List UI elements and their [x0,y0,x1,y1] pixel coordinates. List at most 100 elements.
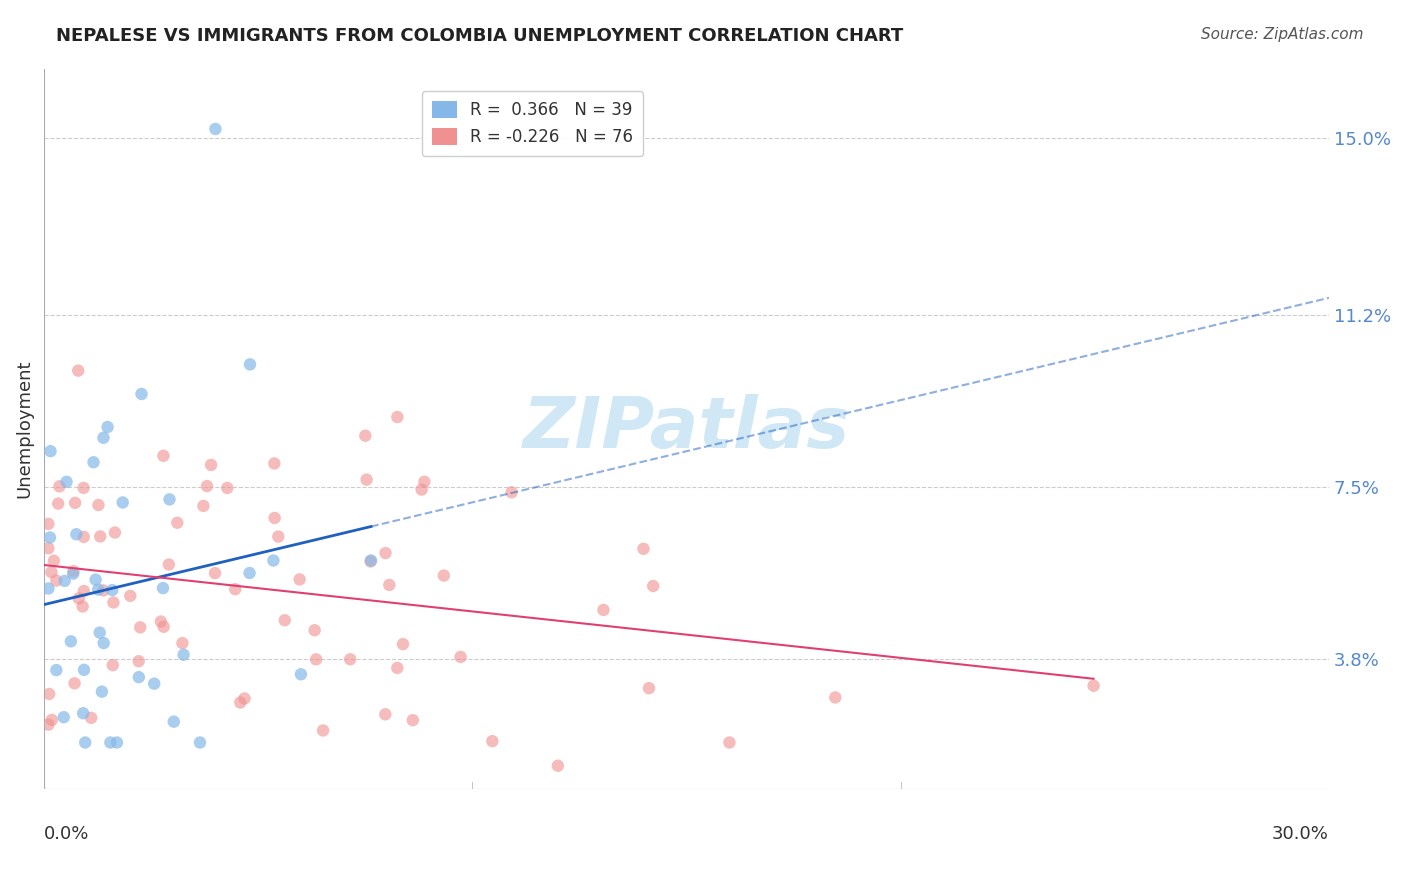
Point [378,578,401,592]
Point [501,485,523,500]
Point [101,583,124,598]
Point [204,566,226,581]
Point [90,684,112,698]
Point [72,706,94,721]
Text: NEPALESE VS IMMIGRANTS FROM COLOMBIA UNEMPLOYMENT CORRELATION CHART: NEPALESE VS IMMIGRANTS FROM COLOMBIA UNE… [56,27,904,45]
Point [374,546,396,560]
Point [152,581,174,595]
Point [63,496,86,510]
Point [93,636,115,650]
Point [224,582,246,597]
Point [481,734,503,748]
Point [52,710,75,724]
Point [45,574,67,588]
Point [718,735,741,749]
Point [450,649,472,664]
Point [129,620,152,634]
Point [80,711,103,725]
Point [104,525,127,540]
Legend: R =  0.366   N = 39, R = -0.226   N = 76: R = 0.366 N = 39, R = -0.226 N = 76 [422,91,643,156]
Point [387,661,409,675]
Point [413,475,436,489]
Point [131,387,153,401]
Point [41,713,63,727]
Point [37,516,59,531]
Point [53,574,76,588]
Point [229,696,252,710]
Text: 0.0%: 0.0% [44,825,90,843]
Point [42,554,65,568]
Point [45,663,67,677]
Point [103,595,125,609]
Point [73,584,96,599]
Point [39,531,62,545]
Point [67,364,90,378]
Point [163,714,186,729]
Point [356,473,378,487]
Point [62,564,84,578]
Point [59,634,82,648]
Point [73,663,96,677]
Point [1083,679,1105,693]
Point [304,624,326,638]
Point [360,553,382,567]
Point [89,625,111,640]
Point [305,652,328,666]
Point [143,676,166,690]
Point [72,599,94,614]
Point [105,735,128,749]
Point [37,717,59,731]
Text: ZIPatlas: ZIPatlas [523,394,851,463]
Point [67,591,90,606]
Point [152,620,174,634]
Point [238,566,260,580]
Point [72,481,94,495]
Text: 30.0%: 30.0% [1272,825,1329,843]
Point [83,455,105,469]
Point [166,516,188,530]
Point [239,358,262,372]
Point [217,481,239,495]
Point [84,573,107,587]
Point [262,553,284,567]
Point [159,492,181,507]
Point [374,707,396,722]
Point [547,758,569,772]
Point [37,541,59,556]
Point [195,479,218,493]
Point [63,676,86,690]
Point [288,573,311,587]
Point [643,579,665,593]
Text: Source: ZipAtlas.com: Source: ZipAtlas.com [1201,27,1364,42]
Point [73,530,96,544]
Point [98,735,121,749]
Point [402,713,425,727]
Point [173,648,195,662]
Point [392,637,415,651]
Point [152,449,174,463]
Point [267,530,290,544]
Point [354,428,377,442]
Point [39,444,62,458]
Point [48,479,70,493]
Point [93,431,115,445]
Point [360,554,382,568]
Point [38,687,60,701]
Point [274,613,297,627]
Point [128,654,150,668]
Point [263,457,285,471]
Point [193,499,215,513]
Point [339,652,361,666]
Point [387,410,409,425]
Point [592,603,614,617]
Point [87,582,110,597]
Point [312,723,335,738]
Point [200,458,222,472]
Point [87,498,110,512]
Y-axis label: Unemployment: Unemployment [15,359,32,498]
Point [128,670,150,684]
Point [89,529,111,543]
Point [204,122,226,136]
Point [188,735,211,749]
Point [824,690,846,705]
